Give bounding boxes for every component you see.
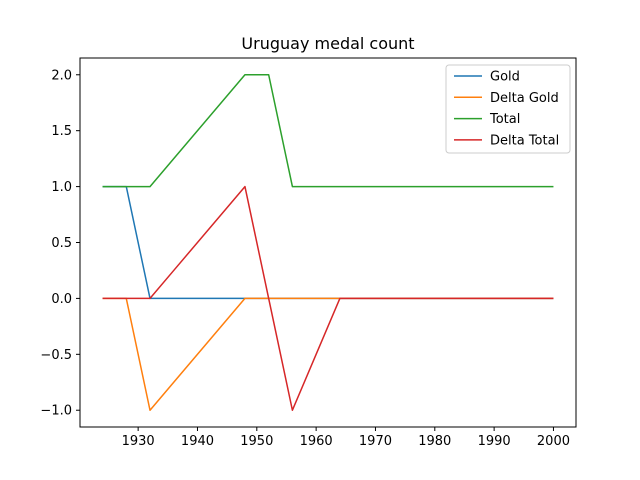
- legend-label: Delta Gold: [490, 91, 559, 106]
- series-line-gold: [102, 185, 554, 300]
- x-tick-label: 1960: [300, 434, 333, 449]
- y-tick-label: 0.0: [51, 292, 72, 307]
- series-line-total: [102, 74, 554, 188]
- series-line-delta-gold: [102, 297, 554, 411]
- x-tick-label: 1970: [359, 434, 392, 449]
- legend: Gold Delta Gold Total Delta Total: [445, 64, 571, 154]
- x-tick-label: 1990: [478, 434, 511, 449]
- x-axis: 1930 1940 1950 1960 1970 1980 1990 2000: [122, 427, 570, 449]
- x-tick-label: 1940: [181, 434, 214, 449]
- legend-label: Gold: [490, 70, 520, 85]
- legend-label: Total: [489, 112, 520, 127]
- y-tick-label: 2.0: [51, 68, 72, 83]
- y-tick-label: −1.0: [40, 404, 72, 419]
- chart-title: Uruguay medal count: [241, 34, 414, 53]
- y-axis: −1.0 −0.5 0.0 0.5 1.0 1.5 2.0: [40, 68, 80, 419]
- y-tick-label: 1.5: [51, 124, 72, 139]
- y-tick-label: 0.5: [51, 236, 72, 251]
- y-tick-label: −0.5: [40, 348, 72, 363]
- x-tick-label: 1930: [122, 434, 155, 449]
- x-tick-label: 1950: [240, 434, 273, 449]
- x-tick-label: 2000: [537, 434, 570, 449]
- legend-label: Delta Total: [490, 133, 559, 148]
- plot-lines: [102, 74, 554, 411]
- y-tick-label: 1.0: [51, 180, 72, 195]
- x-tick-label: 1980: [418, 434, 451, 449]
- legend-box: [445, 64, 571, 154]
- series-line-delta-total: [102, 185, 554, 411]
